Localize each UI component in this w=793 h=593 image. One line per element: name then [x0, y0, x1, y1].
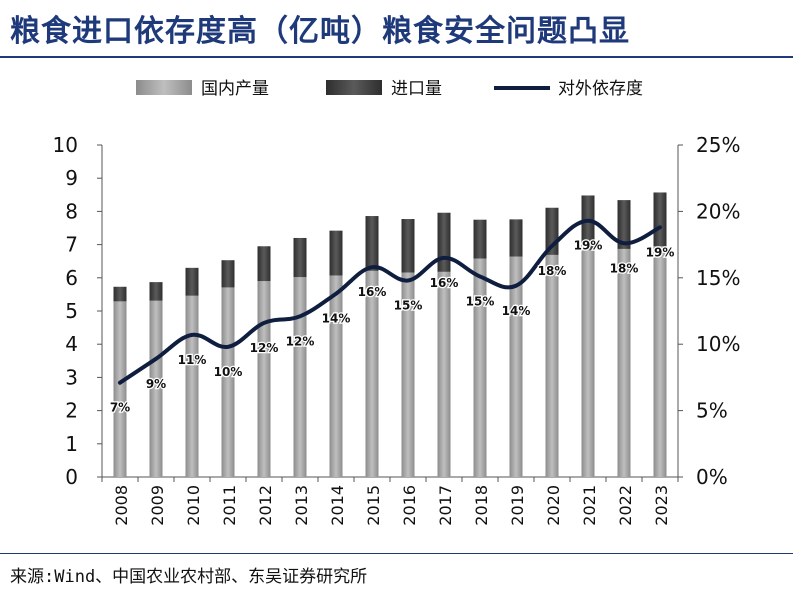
x-tick-label: 2022: [616, 485, 635, 526]
import-bar: [329, 230, 343, 276]
dependency-data-label: 18%: [538, 264, 567, 278]
dependency-data-label: 14%: [322, 312, 351, 326]
source-note: 来源:Wind、中国农业农村部、东吴证券研究所: [10, 567, 368, 587]
left-tick-label: 10: [53, 133, 78, 157]
chart-title: 粮食进口依存度高（亿吨）粮食安全问题凸显: [10, 14, 630, 49]
x-tick-label: 2023: [652, 485, 671, 526]
x-tick-label: 2013: [292, 485, 311, 526]
import-bar: [437, 212, 451, 272]
dependency-data-label: 18%: [610, 261, 639, 275]
domestic-bar: [185, 295, 199, 477]
legend-swatch-import: [326, 80, 382, 95]
chart-area: 国内产量 进口量 对外依存度 0 1 2 3 4 5 6 7 8 9 10 0% 5% 10% 15% 20% 25…: [53, 79, 741, 526]
domestic-bar: [437, 271, 451, 477]
domestic-bar: [257, 281, 271, 477]
left-tick-label: 3: [65, 365, 78, 389]
import-bar: [401, 219, 415, 273]
right-tick-label: 25%: [696, 133, 740, 157]
dependency-data-label: 14%: [502, 304, 531, 318]
domestic-bar: [221, 287, 235, 477]
dependency-data-label: 12%: [286, 334, 315, 348]
bar-group: [113, 192, 667, 477]
dependency-data-label: 16%: [358, 285, 387, 299]
import-bar: [293, 237, 307, 278]
import-bar: [257, 246, 271, 282]
dependency-line: [118, 218, 662, 385]
import-bar: [185, 267, 199, 296]
right-tick-label: 0%: [696, 465, 728, 489]
import-bar: [509, 219, 523, 257]
domestic-bar: [149, 300, 163, 477]
legend-label-domestic: 国内产量: [201, 79, 269, 99]
import-bar: [149, 282, 163, 301]
right-tick-label: 15%: [696, 266, 740, 290]
left-tick-label: 8: [65, 199, 78, 223]
left-tick-label: 1: [65, 432, 78, 456]
import-bar: [221, 260, 235, 288]
domestic-bar: [329, 275, 343, 477]
dependency-data-label: 15%: [394, 298, 423, 312]
legend-label-line: 对外依存度: [558, 79, 643, 99]
x-tick-label: 2015: [364, 485, 383, 526]
title-underline: [0, 56, 793, 58]
dependency-data-label: 10%: [214, 365, 243, 379]
dependency-data-label: 16%: [430, 276, 459, 290]
import-bar: [581, 195, 595, 251]
domestic-bar: [293, 277, 307, 477]
left-tick-label: 6: [65, 266, 78, 290]
x-tick-label: 2012: [256, 485, 275, 526]
domestic-bar: [617, 248, 631, 477]
x-tick-label: 2014: [328, 485, 347, 526]
import-bar: [113, 286, 127, 302]
dependency-data-label: 7%: [110, 401, 130, 415]
x-tick-label: 2019: [508, 485, 527, 526]
domestic-bar: [401, 272, 415, 477]
axes: 0 1 2 3 4 5 6 7 8 9 10 0% 5% 10% 15% 20% 25% 2008 2009 2010…: [53, 133, 741, 526]
domestic-bar: [473, 258, 487, 477]
x-tick-label: 2018: [472, 485, 491, 526]
dependency-data-label: 12%: [250, 341, 279, 355]
dependency-data-label: 15%: [466, 294, 495, 308]
import-bar: [473, 219, 487, 259]
data-label-group: 7% 9% 11% 10% 12% 12% 14% 16% 15% 16% 15% 14% 18% 19%…: [109, 237, 676, 416]
line-group: [118, 218, 662, 385]
x-tick-label: 2011: [220, 485, 239, 526]
source-divider: [0, 553, 793, 554]
import-bar: [365, 216, 379, 271]
x-tick-label: 2021: [580, 485, 599, 526]
left-tick-label: 0: [65, 465, 78, 489]
dependency-data-label: 11%: [178, 353, 207, 367]
domestic-bar: [581, 250, 595, 477]
legend: 国内产量 进口量 对外依存度: [136, 79, 643, 99]
dependency-data-label: 19%: [574, 239, 603, 253]
left-tick-label: 5: [65, 299, 78, 323]
domestic-bar: [365, 270, 379, 477]
domestic-bar: [653, 246, 667, 477]
domestic-bar: [545, 254, 559, 477]
legend-label-import: 进口量: [391, 79, 442, 99]
x-tick-label: 2010: [184, 485, 203, 526]
x-tick-label: 2020: [544, 485, 563, 526]
left-tick-label: 2: [65, 399, 78, 423]
left-tick-label: 7: [65, 233, 78, 257]
left-tick-label: 9: [65, 166, 78, 190]
legend-swatch-domestic: [136, 80, 192, 95]
x-tick-label: 2017: [436, 485, 455, 526]
right-tick-label: 10%: [696, 332, 740, 356]
x-tick-label: 2016: [400, 485, 419, 526]
domestic-bar: [113, 301, 127, 477]
right-tick-label: 20%: [696, 199, 740, 223]
import-bar: [617, 200, 631, 249]
import-bar: [653, 192, 667, 247]
x-tick-label: 2009: [148, 485, 167, 526]
right-tick-label: 5%: [696, 399, 728, 423]
domestic-bar: [509, 256, 523, 477]
x-tick-label: 2008: [112, 485, 131, 526]
dependency-data-label: 9%: [146, 377, 166, 391]
left-tick-label: 4: [65, 332, 78, 356]
dependency-data-label: 19%: [646, 245, 675, 259]
